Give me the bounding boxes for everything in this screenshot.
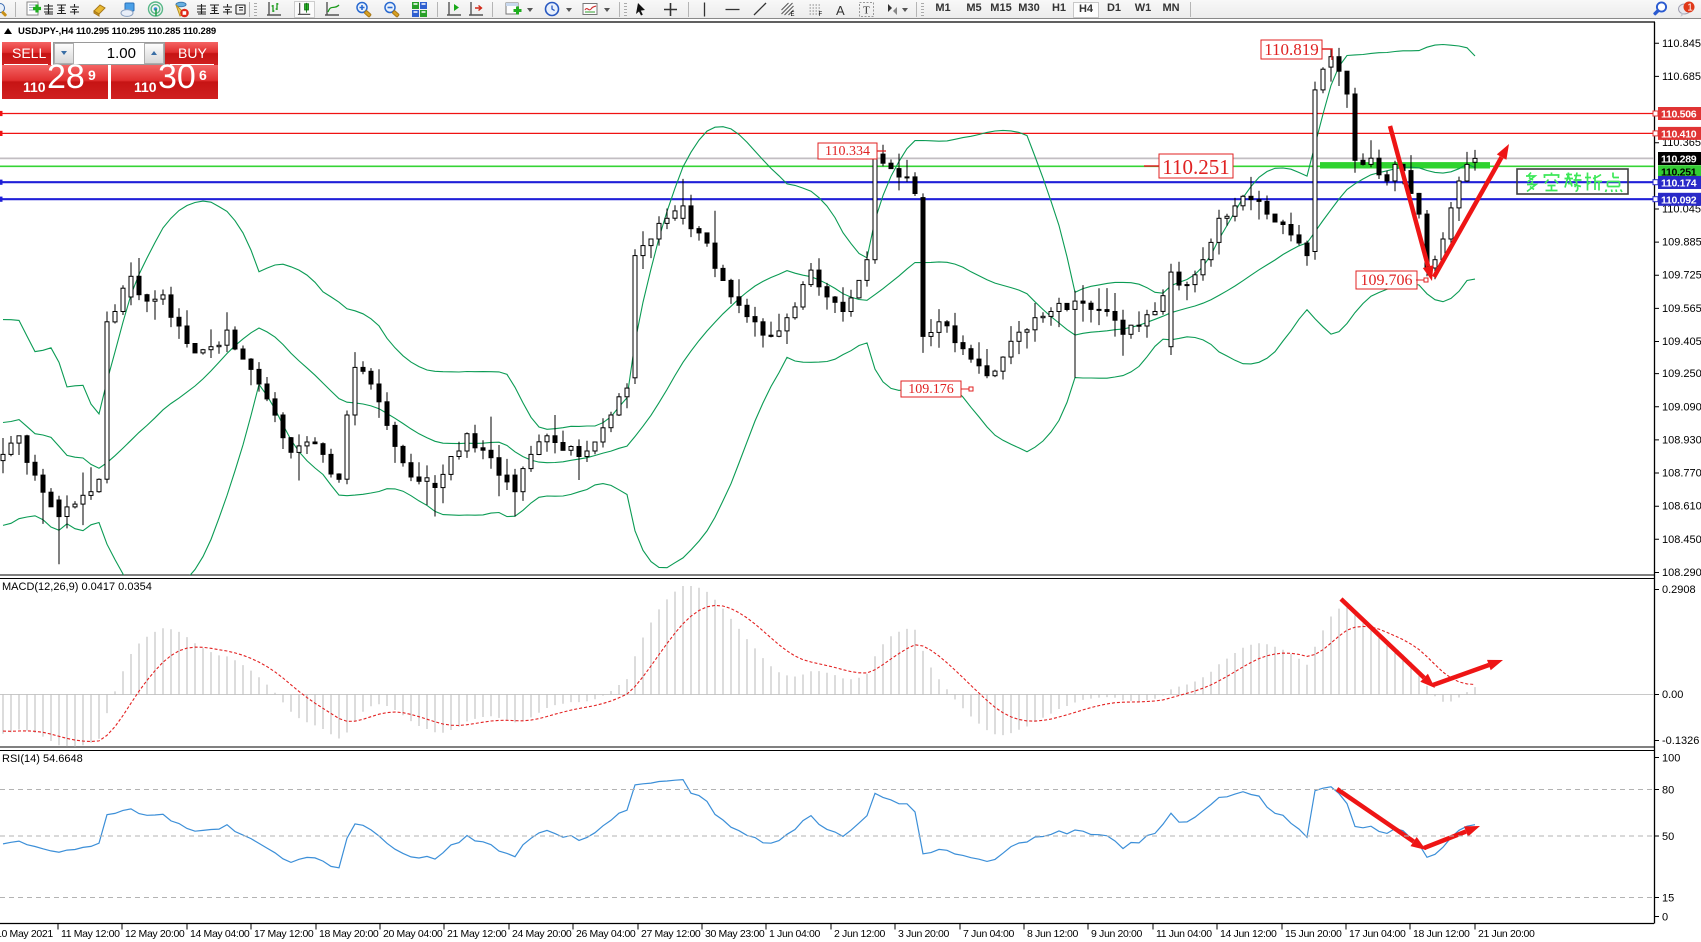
svg-text:108.930: 108.930 bbox=[1662, 434, 1701, 446]
svg-text:110.365: 110.365 bbox=[1662, 137, 1701, 149]
svg-text:110.092: 110.092 bbox=[1661, 194, 1697, 206]
svg-text:110.506: 110.506 bbox=[1661, 109, 1697, 121]
svg-text:17 Jun 04:00: 17 Jun 04:00 bbox=[1349, 928, 1406, 940]
svg-text:50: 50 bbox=[1662, 831, 1674, 843]
svg-text:F: F bbox=[819, 12, 823, 18]
svg-text:108.610: 108.610 bbox=[1662, 501, 1701, 513]
svg-text:11 Jun 04:00: 11 Jun 04:00 bbox=[1156, 928, 1212, 940]
svg-text:T: T bbox=[863, 5, 870, 17]
svg-text:110.819: 110.819 bbox=[1264, 40, 1319, 59]
svg-text:18 Jun 12:00: 18 Jun 12:00 bbox=[1413, 928, 1470, 940]
svg-text:27 May 12:00: 27 May 12:00 bbox=[641, 928, 701, 940]
svg-text:0.00: 0.00 bbox=[1662, 689, 1683, 701]
svg-text:20 May 04:00: 20 May 04:00 bbox=[383, 928, 443, 940]
svg-text:110.045: 110.045 bbox=[1662, 204, 1701, 216]
svg-text:9 Jun 20:00: 9 Jun 20:00 bbox=[1091, 928, 1143, 940]
svg-text:108.290: 108.290 bbox=[1662, 567, 1701, 579]
svg-text:2 Jun 12:00: 2 Jun 12:00 bbox=[834, 928, 886, 940]
svg-text:109.090: 109.090 bbox=[1662, 401, 1701, 413]
svg-text:RSI(14) 54.6648: RSI(14) 54.6648 bbox=[2, 753, 83, 765]
svg-text:15 Jun 20:00: 15 Jun 20:00 bbox=[1285, 928, 1342, 940]
svg-text:109.176: 109.176 bbox=[908, 382, 954, 397]
svg-text:110.174: 110.174 bbox=[1661, 178, 1697, 190]
svg-text:108.450: 108.450 bbox=[1662, 534, 1701, 546]
svg-text:17 May 12:00: 17 May 12:00 bbox=[254, 928, 314, 940]
svg-text:30 May 23:00: 30 May 23:00 bbox=[705, 928, 765, 940]
svg-text:14 Jun 12:00: 14 Jun 12:00 bbox=[1220, 928, 1277, 940]
svg-text:3 Jun 20:00: 3 Jun 20:00 bbox=[898, 928, 950, 940]
svg-text:109.706: 109.706 bbox=[1361, 272, 1413, 289]
svg-text:0.2908: 0.2908 bbox=[1662, 584, 1696, 596]
svg-text:110.251: 110.251 bbox=[1162, 155, 1229, 179]
svg-text:109.405: 109.405 bbox=[1662, 336, 1701, 348]
svg-text:24 May 20:00: 24 May 20:00 bbox=[512, 928, 572, 940]
svg-text:110.334: 110.334 bbox=[825, 144, 870, 159]
svg-text:110.685: 110.685 bbox=[1662, 71, 1701, 83]
svg-text:-0.1326: -0.1326 bbox=[1662, 735, 1699, 747]
svg-text:0: 0 bbox=[1662, 912, 1668, 924]
svg-text:110.289: 110.289 bbox=[1661, 154, 1697, 166]
svg-text:110.845: 110.845 bbox=[1662, 38, 1701, 50]
svg-text:110.251: 110.251 bbox=[1661, 167, 1697, 179]
svg-text:1: 1 bbox=[1687, 3, 1693, 14]
svg-text:8 Jun 12:00: 8 Jun 12:00 bbox=[1027, 928, 1079, 940]
svg-text:21 May 12:00: 21 May 12:00 bbox=[447, 928, 507, 940]
svg-text:100: 100 bbox=[1662, 753, 1680, 765]
svg-text:10 May 2021: 10 May 2021 bbox=[0, 928, 53, 940]
svg-text:21 Jun 20:00: 21 Jun 20:00 bbox=[1478, 928, 1535, 940]
svg-text:109.885: 109.885 bbox=[1662, 237, 1701, 249]
svg-text:15: 15 bbox=[1662, 893, 1674, 905]
svg-text:7 Jun 04:00: 7 Jun 04:00 bbox=[963, 928, 1015, 940]
svg-text:110.410: 110.410 bbox=[1661, 128, 1697, 140]
svg-text:14 May 04:00: 14 May 04:00 bbox=[190, 928, 250, 940]
svg-text:11 May 12:00: 11 May 12:00 bbox=[61, 928, 120, 940]
svg-text:109.725: 109.725 bbox=[1662, 270, 1701, 282]
svg-text:18 May 20:00: 18 May 20:00 bbox=[319, 928, 379, 940]
svg-text:MACD(12,26,9) 0.0417 0.0354: MACD(12,26,9) 0.0417 0.0354 bbox=[2, 581, 152, 593]
svg-text:80: 80 bbox=[1662, 785, 1674, 797]
svg-text:E: E bbox=[791, 12, 795, 18]
svg-text:109.565: 109.565 bbox=[1662, 303, 1701, 315]
svg-text:1 Jun 04:00: 1 Jun 04:00 bbox=[769, 928, 821, 940]
svg-text:108.770: 108.770 bbox=[1662, 468, 1701, 480]
svg-text:12 May 20:00: 12 May 20:00 bbox=[125, 928, 185, 940]
svg-text:109.250: 109.250 bbox=[1662, 368, 1701, 380]
svg-text:26 May 04:00: 26 May 04:00 bbox=[576, 928, 636, 940]
